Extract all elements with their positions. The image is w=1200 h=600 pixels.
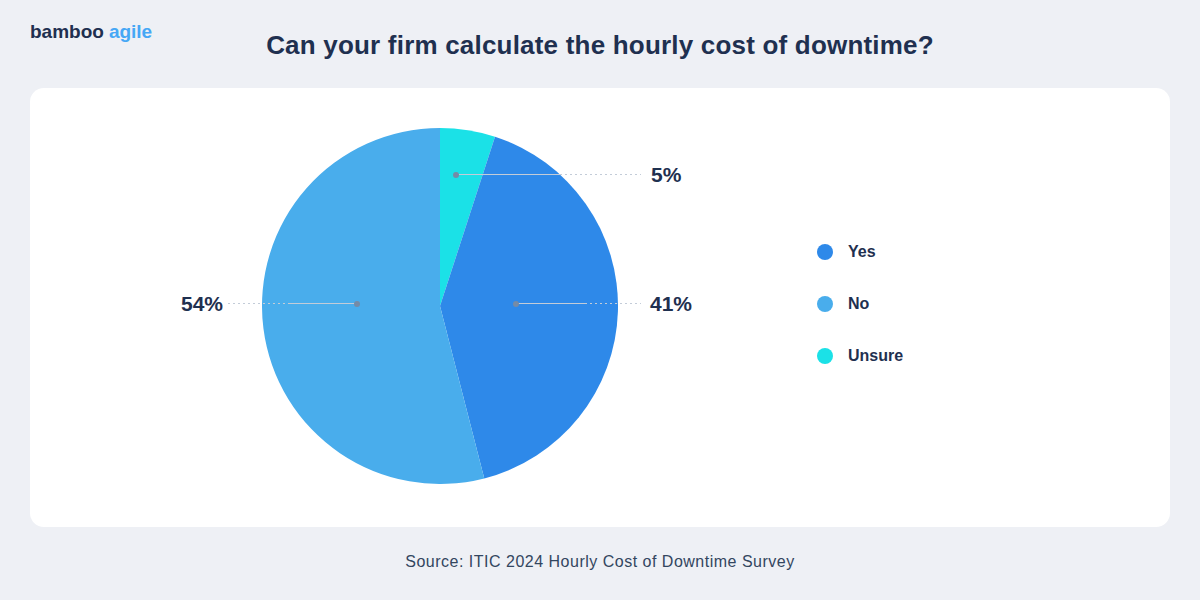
legend-swatch-unsure bbox=[817, 348, 833, 364]
value-label-unsure: 5% bbox=[651, 163, 681, 187]
callout-dot-no bbox=[354, 301, 360, 307]
callout-line-yes-dotted bbox=[585, 303, 641, 304]
value-label-yes: 41% bbox=[650, 292, 692, 316]
callout-dot-unsure bbox=[453, 172, 459, 178]
legend-label-yes: Yes bbox=[848, 243, 876, 261]
callout-line-no bbox=[290, 303, 356, 304]
callout-line-yes bbox=[517, 303, 585, 304]
legend-item-yes: Yes bbox=[817, 244, 903, 260]
callout-dot-yes bbox=[513, 301, 519, 307]
legend-swatch-no bbox=[817, 296, 833, 312]
legend-label-unsure: Unsure bbox=[848, 347, 903, 365]
legend-item-unsure: Unsure bbox=[817, 348, 903, 364]
legend-swatch-yes bbox=[817, 244, 833, 260]
source-caption: Source: ITIC 2024 Hourly Cost of Downtim… bbox=[0, 553, 1200, 571]
legend-label-no: No bbox=[848, 295, 869, 313]
value-label-no: 54% bbox=[181, 292, 223, 316]
callout-line-unsure-dotted bbox=[560, 174, 641, 175]
chart-title: Can your firm calculate the hourly cost … bbox=[0, 30, 1200, 61]
legend-item-no: No bbox=[817, 296, 903, 312]
callout-line-unsure bbox=[456, 174, 560, 175]
callout-line-no-dotted bbox=[228, 303, 290, 304]
pie-chart bbox=[262, 128, 618, 484]
chart-legend: Yes No Unsure bbox=[817, 244, 903, 400]
